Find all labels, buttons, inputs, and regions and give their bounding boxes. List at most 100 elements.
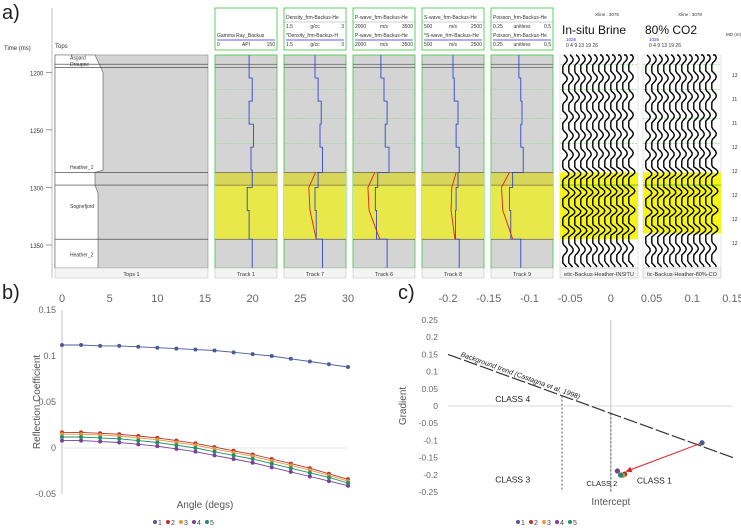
track-min: 0.25 [493, 24, 503, 30]
series-point-1 [60, 342, 64, 347]
track-footer-box [283, 267, 347, 279]
seismic-trace [616, 54, 624, 268]
depth-tick: 12 [732, 193, 738, 199]
tops-name: Åsgard [70, 55, 86, 62]
legend-label-5: 5 [210, 520, 214, 527]
series-point-4 [326, 479, 331, 484]
intercept-gradient-chart: -0.2 -0.15 -0.1 -0.05 0 0.05 0.1 0.15-0.25-0.2-… [398, 293, 741, 527]
x-tick-label: 25 [294, 293, 306, 305]
track-footer: Track 6 [375, 272, 393, 278]
series-point-3 [269, 458, 274, 463]
legend-marker-3 [179, 520, 183, 524]
depth-tick: 13 [732, 73, 738, 79]
tops-white-body [54, 54, 104, 269]
seismic-scale: 1026 [649, 37, 660, 42]
track-max: 0.5 [544, 24, 551, 30]
seismic-trace [598, 54, 606, 268]
track-unit-lower: API [242, 42, 250, 48]
time-axis-label: Time (ms) [4, 46, 31, 52]
track-unit-lower: m/s [449, 42, 458, 48]
seismic-trace [622, 54, 630, 268]
track-unit: m/s [449, 24, 458, 30]
track-unit: unitless [514, 24, 531, 30]
series-line-4 [62, 440, 349, 487]
legend-marker-3 [542, 520, 546, 524]
tops-header: Tops [55, 44, 68, 50]
track-min: 500 [424, 24, 433, 30]
y-tick-label: -0.1 [423, 435, 438, 445]
x-tick-label: 5 [107, 293, 113, 305]
y-tick-label: 0 [51, 443, 56, 453]
series-point-4 [155, 444, 160, 449]
series-point-1 [155, 345, 160, 350]
legend-label-1: 1 [521, 520, 525, 527]
series-point-3 [136, 435, 141, 440]
y-tick-label: -0.05 [35, 489, 56, 499]
y-tick-label: 0.2 [426, 332, 438, 342]
series-point-5 [307, 470, 312, 475]
legend-marker-4 [555, 520, 559, 524]
label-b: b) [2, 282, 20, 304]
series-line-3 [62, 433, 349, 482]
y-tick-label: -0.05 [419, 418, 439, 428]
track-title: Density_frm-Backus-He [286, 15, 339, 21]
seismic-trace [669, 54, 677, 268]
x-tick-label: 30 [342, 293, 354, 305]
series-point-5 [212, 449, 217, 454]
scatter-point-5 [618, 472, 624, 478]
label-c: c) [398, 282, 415, 304]
tops-name: Heather_2 [70, 252, 94, 258]
track-unit-lower: g/cc [310, 42, 320, 48]
seismic-trace [705, 54, 713, 268]
series-point-4 [117, 440, 122, 445]
track-header-box [283, 7, 347, 51]
seismic-trace [657, 54, 665, 268]
x-tick-label: -0.15 [476, 293, 501, 305]
y-tick-label: 0.05 [38, 397, 56, 407]
track-title: Poisson_frm-Backus-He [493, 15, 547, 21]
tops-footer: Tops 1 [123, 272, 139, 278]
x-tick-label: 0.1 [685, 293, 700, 305]
legend-marker-2 [166, 520, 170, 524]
scatter-point-1 [699, 440, 705, 446]
seismic-trace [699, 54, 707, 268]
series-point-3 [288, 463, 293, 468]
seismic-trace [628, 54, 636, 268]
depth-header: MD (m) from surf [726, 32, 741, 37]
track-log-curve [452, 55, 460, 269]
legend-label-1: 1 [158, 520, 162, 527]
track-curve-name: *Density_frm-Backus-H [286, 33, 338, 39]
seismic-trace [711, 54, 719, 268]
track-log-curve [509, 55, 524, 269]
seismic-xline: Xline : 3078 [678, 12, 702, 17]
track-co2-curve [501, 172, 514, 240]
y-tick-label: 0.1 [426, 367, 438, 377]
series-point-3 [193, 443, 198, 448]
seismic-scale: 1026 [566, 37, 577, 42]
series-point-5 [288, 466, 293, 471]
series-point-3 [212, 446, 217, 451]
track-min-lower: 1.5 [286, 42, 293, 48]
seismic-footer-box [642, 267, 722, 279]
track-sognefjord-band [491, 185, 553, 240]
depth-tick: 12 [732, 241, 738, 247]
seismic-trace [604, 54, 612, 268]
panel-a: Time (ms) 1200 1250 1300 1350 Tops Åsgard Draup… [4, 7, 741, 279]
series-point-4 [174, 446, 179, 451]
series-point-4 [307, 474, 312, 479]
depth-tick: 11 [732, 121, 737, 127]
track-heather-band [215, 172, 277, 186]
seismic-trace [574, 54, 582, 268]
time-tick-label: 1300 [30, 186, 44, 192]
series-point-4 [98, 439, 103, 444]
track-sognefjord-band [215, 185, 277, 240]
series-point-1 [79, 342, 84, 347]
track-footer: Track 1 [237, 272, 255, 278]
y-tick-label: -0.15 [419, 453, 439, 463]
track-min-lower: 0.25 [493, 42, 503, 48]
track-curve-name: Poisson_frm-Backus-He [493, 33, 547, 39]
track-min: 1.5 [286, 24, 293, 30]
track-sognefjord-band [353, 185, 415, 240]
scatter-point-4 [614, 468, 620, 474]
